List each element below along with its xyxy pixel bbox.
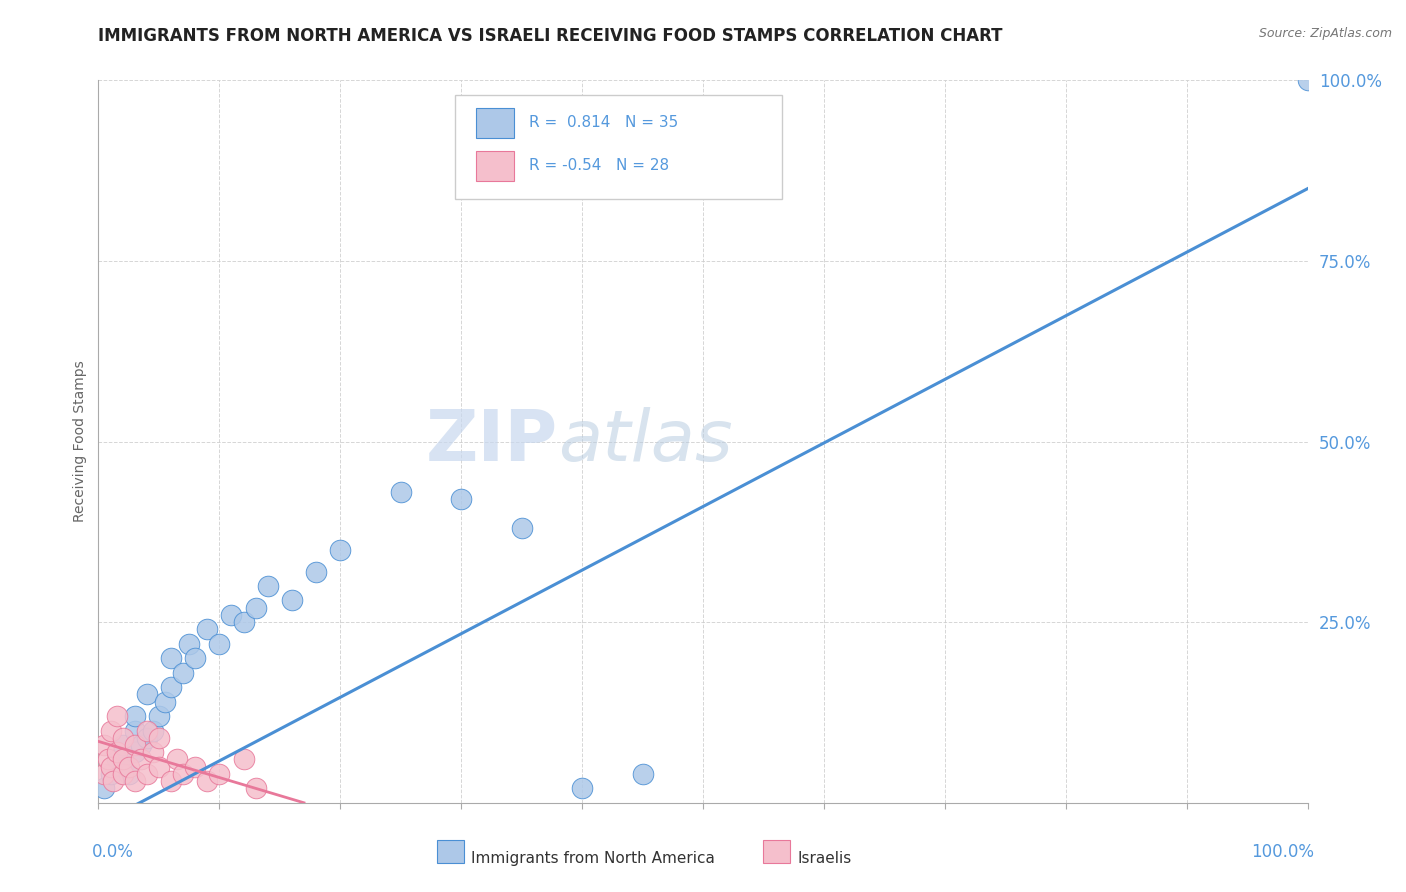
Point xyxy=(93,767,115,781)
Point xyxy=(105,709,128,723)
Point xyxy=(124,723,146,738)
FancyBboxPatch shape xyxy=(456,95,782,200)
Point xyxy=(124,709,146,723)
Point xyxy=(97,752,120,766)
Point xyxy=(195,774,218,789)
Point xyxy=(111,767,134,781)
Text: Source: ZipAtlas.com: Source: ZipAtlas.com xyxy=(1258,27,1392,40)
Point xyxy=(256,579,278,593)
Point xyxy=(142,723,165,738)
Point xyxy=(184,760,207,774)
Point xyxy=(142,745,165,759)
Point xyxy=(93,738,115,752)
Text: Israelis: Israelis xyxy=(797,851,852,866)
Point xyxy=(208,767,231,781)
Text: R = -0.54   N = 28: R = -0.54 N = 28 xyxy=(529,158,669,173)
Point xyxy=(93,781,115,796)
Point xyxy=(129,738,152,752)
Point xyxy=(160,680,183,694)
Y-axis label: Receiving Food Stamps: Receiving Food Stamps xyxy=(73,360,87,523)
Point xyxy=(305,565,328,579)
Point xyxy=(118,760,141,774)
Point xyxy=(1296,73,1319,87)
Bar xyxy=(475,151,515,181)
Point xyxy=(166,752,188,766)
Point xyxy=(195,623,218,637)
Point xyxy=(631,767,654,781)
Point xyxy=(129,752,152,766)
Point xyxy=(105,745,128,759)
Point xyxy=(148,731,170,745)
Text: atlas: atlas xyxy=(558,407,733,476)
Point xyxy=(184,651,207,665)
Point xyxy=(100,723,122,738)
Point xyxy=(160,774,183,789)
Point xyxy=(232,752,254,766)
Point xyxy=(135,723,157,738)
Text: Immigrants from North America: Immigrants from North America xyxy=(471,851,714,866)
Point xyxy=(571,781,593,796)
Point xyxy=(245,600,267,615)
Point xyxy=(281,593,304,607)
Bar xyxy=(475,108,515,138)
Point xyxy=(232,615,254,630)
Point xyxy=(100,767,122,781)
Point xyxy=(101,774,124,789)
Point xyxy=(510,521,533,535)
Point xyxy=(450,492,472,507)
Point xyxy=(111,738,134,752)
Point xyxy=(135,687,157,701)
Point xyxy=(179,637,201,651)
Point xyxy=(153,695,176,709)
Point xyxy=(100,760,122,774)
Point xyxy=(111,752,134,766)
Point xyxy=(172,665,194,680)
Text: IMMIGRANTS FROM NORTH AMERICA VS ISRAELI RECEIVING FOOD STAMPS CORRELATION CHART: IMMIGRANTS FROM NORTH AMERICA VS ISRAELI… xyxy=(98,27,1002,45)
Point xyxy=(135,731,157,745)
Point xyxy=(111,731,134,745)
Text: ZIP: ZIP xyxy=(426,407,558,476)
Point xyxy=(160,651,183,665)
Point xyxy=(208,637,231,651)
Point xyxy=(148,760,170,774)
Point xyxy=(111,760,134,774)
Bar xyxy=(437,839,464,863)
Text: 100.0%: 100.0% xyxy=(1250,843,1313,861)
Point xyxy=(105,752,128,766)
Point xyxy=(124,745,146,759)
Point xyxy=(389,485,412,500)
Point xyxy=(329,542,352,557)
Point xyxy=(245,781,267,796)
Point xyxy=(221,607,243,622)
Point xyxy=(124,738,146,752)
Bar xyxy=(763,839,790,863)
Text: R =  0.814   N = 35: R = 0.814 N = 35 xyxy=(529,115,678,129)
Point xyxy=(148,709,170,723)
Text: 0.0%: 0.0% xyxy=(93,843,134,861)
Point xyxy=(172,767,194,781)
Point xyxy=(124,774,146,789)
Point xyxy=(118,767,141,781)
Point xyxy=(135,767,157,781)
